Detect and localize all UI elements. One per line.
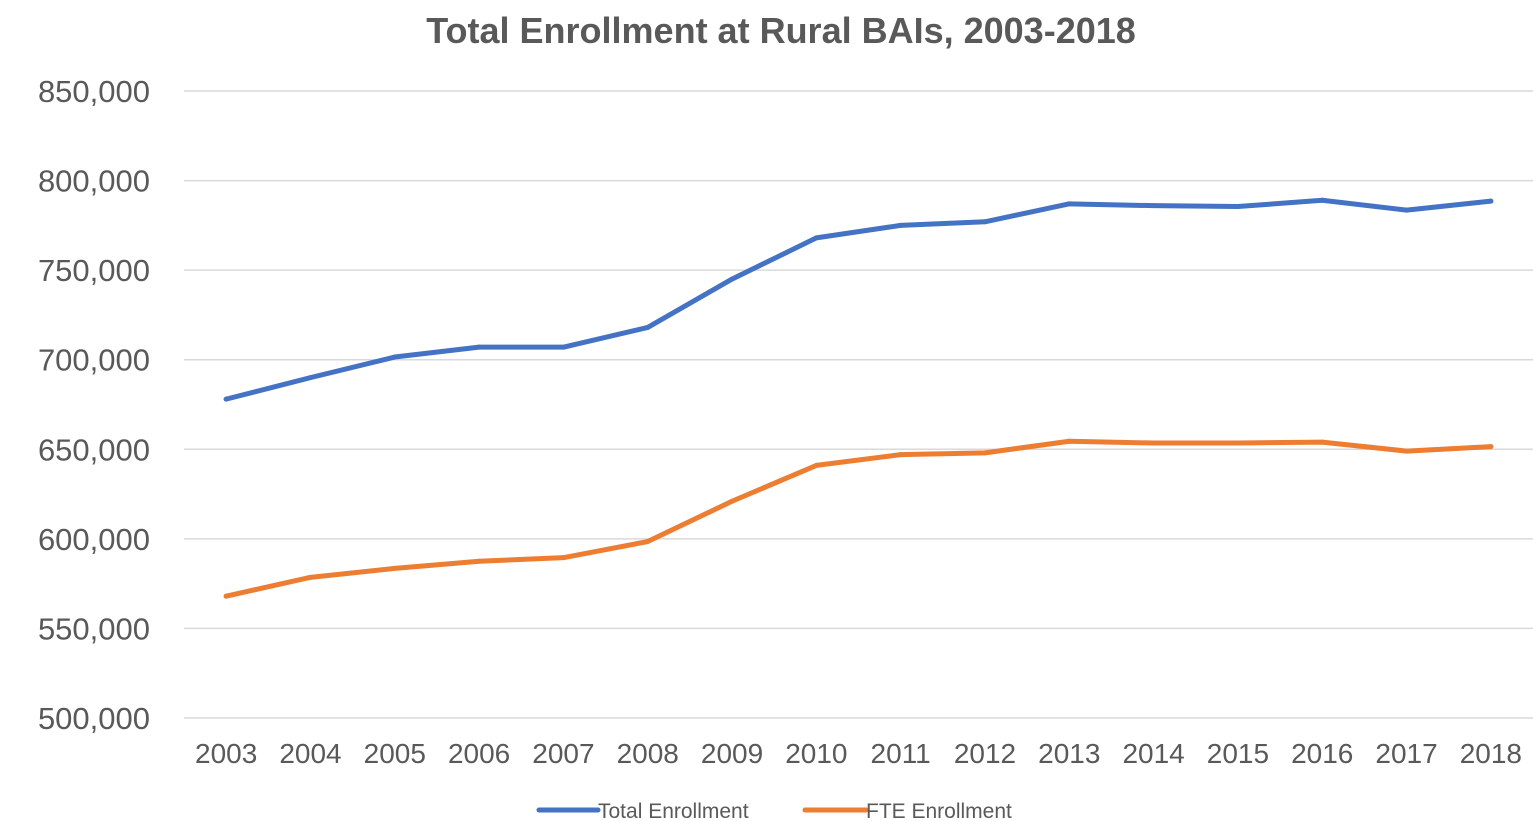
series-total-enrollment [223,197,1494,402]
x-tick-label: 2007 [532,738,594,769]
x-tick-label: 2004 [279,738,341,769]
data-point-fte-enrollment [898,452,904,458]
x-tick-label: 2011 [871,738,931,769]
y-tick-label: 500,000 [38,701,150,736]
data-point-total-enrollment [1235,204,1241,210]
data-point-fte-enrollment [392,565,398,571]
x-tick-label: 2008 [617,738,679,769]
data-point-fte-enrollment [476,558,482,564]
data-point-fte-enrollment [223,593,229,599]
data-point-total-enrollment [729,276,735,282]
x-tick-label: 2015 [1207,738,1269,769]
y-tick-label: 600,000 [38,522,150,557]
data-point-total-enrollment [1151,203,1157,209]
data-point-fte-enrollment [982,450,988,456]
x-tick-label: 2017 [1375,738,1437,769]
series-line-fte-enrollment [223,438,1494,599]
x-tick-label: 2010 [785,738,847,769]
x-tick-label: 2014 [1122,738,1184,769]
gridlines [184,90,1533,719]
data-point-fte-enrollment [813,462,819,468]
data-point-total-enrollment [392,354,398,360]
y-tick-label: 700,000 [38,343,150,378]
y-tick-label: 650,000 [38,432,150,467]
data-point-total-enrollment [476,344,482,350]
data-point-fte-enrollment [1319,439,1325,445]
series-line-total-enrollment [223,197,1494,402]
y-tick-label: 800,000 [38,164,150,199]
x-tick-label: 2013 [1038,738,1100,769]
x-tick-label: 2018 [1460,738,1522,769]
data-point-total-enrollment [813,235,819,241]
x-tick-label: 2009 [701,738,763,769]
data-point-fte-enrollment [729,498,735,504]
data-point-total-enrollment [223,396,229,402]
x-tick-label: 2005 [364,738,426,769]
data-point-total-enrollment [645,324,651,330]
y-tick-label: 750,000 [38,253,150,288]
x-tick-label: 2003 [195,738,257,769]
y-tick-label: 550,000 [38,611,150,646]
legend-item-fte-enrollment: FTE Enrollment [802,800,1012,821]
chart-title: Total Enrollment at Rural BAIs, 2003-201… [426,10,1136,51]
series-lines [223,197,1494,599]
data-point-total-enrollment [1404,207,1410,213]
y-axis: 500,000 550,000 600,000 650,000 700,000 750,0… [38,74,150,736]
data-point-fte-enrollment [307,574,313,580]
data-point-total-enrollment [1066,201,1072,207]
legend: Total Enrollment FTE Enrollment [536,800,1012,821]
legend-item-total-enrollment: Total Enrollment [536,800,749,821]
data-point-fte-enrollment [1488,444,1494,450]
data-point-fte-enrollment [1151,440,1157,446]
data-point-fte-enrollment [645,539,651,545]
x-tick-label: 2006 [448,738,510,769]
data-point-total-enrollment [982,219,988,225]
y-tick-label: 850,000 [38,74,150,109]
series-fte-enrollment [223,438,1494,599]
x-axis: 2003 2004 2005 2006 2007 2008 2009 2010 2011 2012… [195,738,1522,769]
data-point-fte-enrollment [1404,448,1410,454]
data-point-fte-enrollment [1235,440,1241,446]
data-point-total-enrollment [898,222,904,228]
data-point-total-enrollment [560,344,566,350]
data-point-total-enrollment [307,375,313,381]
data-point-total-enrollment [1488,198,1494,204]
data-point-total-enrollment [1319,197,1325,203]
x-tick-label: 2016 [1291,738,1353,769]
legend-label: FTE Enrollment [866,800,1012,821]
legend-label: Total Enrollment [598,800,749,821]
x-tick-label: 2012 [954,738,1016,769]
data-point-fte-enrollment [560,555,566,561]
data-point-fte-enrollment [1066,438,1072,444]
